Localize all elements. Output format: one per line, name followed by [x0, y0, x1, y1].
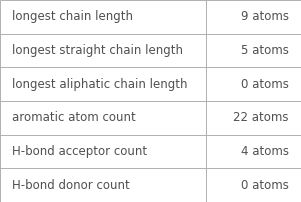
Text: aromatic atom count: aromatic atom count [12, 111, 136, 124]
Text: 9 atoms: 9 atoms [241, 10, 289, 23]
Text: 0 atoms: 0 atoms [241, 78, 289, 91]
Text: 5 atoms: 5 atoms [241, 44, 289, 57]
Text: longest chain length: longest chain length [12, 10, 133, 23]
Text: H-bond acceptor count: H-bond acceptor count [12, 145, 147, 158]
Text: H-bond donor count: H-bond donor count [12, 179, 130, 192]
Text: longest straight chain length: longest straight chain length [12, 44, 183, 57]
Text: 4 atoms: 4 atoms [241, 145, 289, 158]
Text: longest aliphatic chain length: longest aliphatic chain length [12, 78, 188, 91]
Text: 22 atoms: 22 atoms [234, 111, 289, 124]
Text: 0 atoms: 0 atoms [241, 179, 289, 192]
